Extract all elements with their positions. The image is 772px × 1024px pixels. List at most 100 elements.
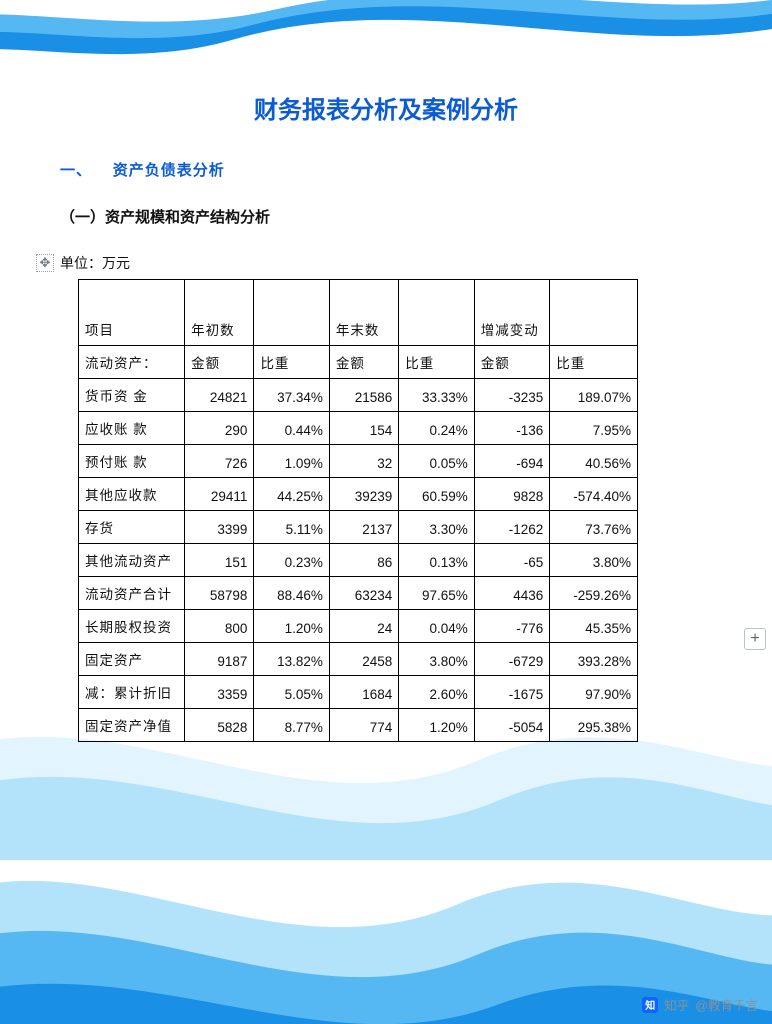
table-cell <box>254 280 329 346</box>
table-row: 流动资产合计5879888.46%6323497.65%4436-259.26% <box>79 577 638 610</box>
table-cell: 9187 <box>185 643 254 676</box>
table-row: 项目年初数 年末数 增减变动 <box>79 280 638 346</box>
table-cell: 24 <box>329 610 398 643</box>
move-handle-icon[interactable]: ✥ <box>36 254 54 272</box>
table-cell: 3.80% <box>550 544 638 577</box>
table-cell: 88.46% <box>254 577 329 610</box>
table-cell: 21586 <box>329 379 398 412</box>
table-cell: 0.23% <box>254 544 329 577</box>
table-cell: -65 <box>474 544 549 577</box>
table-cell: 24821 <box>185 379 254 412</box>
table-cell: 63234 <box>329 577 398 610</box>
table-cell: 151 <box>185 544 254 577</box>
table-cell: -1675 <box>474 676 549 709</box>
table-row: 存货33995.11%21373.30%-126273.76% <box>79 511 638 544</box>
table-cell: -3235 <box>474 379 549 412</box>
section-number: 一、 <box>60 162 92 179</box>
table-row: 流动资产：金额比重金额比重金额比重 <box>79 346 638 379</box>
table-cell: 33.33% <box>399 379 474 412</box>
section-title: 资产负债表分析 <box>113 162 225 179</box>
table-cell: 5.11% <box>254 511 329 544</box>
table-cell: 58798 <box>185 577 254 610</box>
table-cell: 8.77% <box>254 709 329 742</box>
table-cell: 393.28% <box>550 643 638 676</box>
table-cell: 0.44% <box>254 412 329 445</box>
table-cell: 2137 <box>329 511 398 544</box>
document-page: 财务报表分析及案例分析 一、 资产负债表分析 （一）资产规模和资产结构分析 ✥ … <box>0 0 772 782</box>
table-row: 其他应收款2941144.25%3923960.59%9828-574.40% <box>79 478 638 511</box>
subsection-heading: （一）资产规模和资产结构分析 <box>60 206 712 227</box>
table-cell: -6729 <box>474 643 549 676</box>
row-label: 减：累计折旧 <box>79 676 185 709</box>
subheader-current-assets: 流动资产： <box>79 346 185 379</box>
table-cell: 44.25% <box>254 478 329 511</box>
table-cell: 5828 <box>185 709 254 742</box>
table-cell: 7.95% <box>550 412 638 445</box>
table-cell: 1.09% <box>254 445 329 478</box>
table-cell: 1684 <box>329 676 398 709</box>
table-row: 其他流动资产1510.23%860.13%-653.80% <box>79 544 638 577</box>
table-cell: 比重 <box>399 346 474 379</box>
col-header-change: 增减变动 <box>474 280 549 346</box>
table-cell: 154 <box>329 412 398 445</box>
table-cell: 37.34% <box>254 379 329 412</box>
row-label: 预付账 款 <box>79 445 185 478</box>
table-cell: 295.38% <box>550 709 638 742</box>
row-label: 存货 <box>79 511 185 544</box>
row-label: 流动资产合计 <box>79 577 185 610</box>
unit-label: 单位：万元 <box>60 253 130 273</box>
table-cell: 13.82% <box>254 643 329 676</box>
watermark-author: @教育千言 <box>695 995 758 1014</box>
table-row: 减：累计折旧33595.05%16842.60%-167597.90% <box>79 676 638 709</box>
table-cell: 726 <box>185 445 254 478</box>
table-cell: -5054 <box>474 709 549 742</box>
table-row: 预付账 款7261.09%320.05%-69440.56% <box>79 445 638 478</box>
table-cell: 0.13% <box>399 544 474 577</box>
table-cell: 40.56% <box>550 445 638 478</box>
table-cell: 金额 <box>329 346 398 379</box>
watermark-site: 知乎 <box>664 995 689 1014</box>
table-cell: 3.80% <box>399 643 474 676</box>
table-cell: 1.20% <box>254 610 329 643</box>
page-title: 财务报表分析及案例分析 <box>60 90 712 125</box>
table-cell: -259.26% <box>550 577 638 610</box>
table-cell: 60.59% <box>399 478 474 511</box>
watermark: 知 知乎 @教育千言 <box>642 995 758 1014</box>
wave-bottom <box>0 784 772 1024</box>
table-cell: 金额 <box>474 346 549 379</box>
table-cell: 1.20% <box>399 709 474 742</box>
table-row: 货币资 金2482137.34%2158633.33%-3235189.07% <box>79 379 638 412</box>
table-cell: 5.05% <box>254 676 329 709</box>
table-cell: 2.60% <box>399 676 474 709</box>
table-row: 固定资产净值58288.77%7741.20%-5054295.38% <box>79 709 638 742</box>
col-header-begin: 年初数 <box>185 280 254 346</box>
table-cell: 4436 <box>474 577 549 610</box>
table-cell: -694 <box>474 445 549 478</box>
expand-plus-button[interactable]: + <box>744 628 766 650</box>
table-cell: 29411 <box>185 478 254 511</box>
table-cell: 0.04% <box>399 610 474 643</box>
row-label: 固定资产 <box>79 643 185 676</box>
table-cell: 2458 <box>329 643 398 676</box>
balance-sheet-table: 项目年初数年末数增减变动流动资产：金额比重金额比重金额比重货币资 金248213… <box>78 279 638 742</box>
table-cell: -1262 <box>474 511 549 544</box>
row-label: 其他应收款 <box>79 478 185 511</box>
col-header-item: 项目 <box>79 280 185 346</box>
unit-row: ✥ 单位：万元 <box>42 253 712 273</box>
table-cell: 800 <box>185 610 254 643</box>
table-cell: 73.76% <box>550 511 638 544</box>
table-cell: -574.40% <box>550 478 638 511</box>
table-cell: 45.35% <box>550 610 638 643</box>
table-cell: 比重 <box>254 346 329 379</box>
table-cell: 9828 <box>474 478 549 511</box>
col-header-end: 年末数 <box>329 280 398 346</box>
table-cell: 0.05% <box>399 445 474 478</box>
row-label: 固定资产净值 <box>79 709 185 742</box>
table-cell: 32 <box>329 445 398 478</box>
table-cell: 97.90% <box>550 676 638 709</box>
table-row: 长期股权投资8001.20%240.04%-77645.35% <box>79 610 638 643</box>
row-label: 应收账 款 <box>79 412 185 445</box>
table-cell: 189.07% <box>550 379 638 412</box>
table-cell <box>399 280 474 346</box>
table-cell: 3359 <box>185 676 254 709</box>
